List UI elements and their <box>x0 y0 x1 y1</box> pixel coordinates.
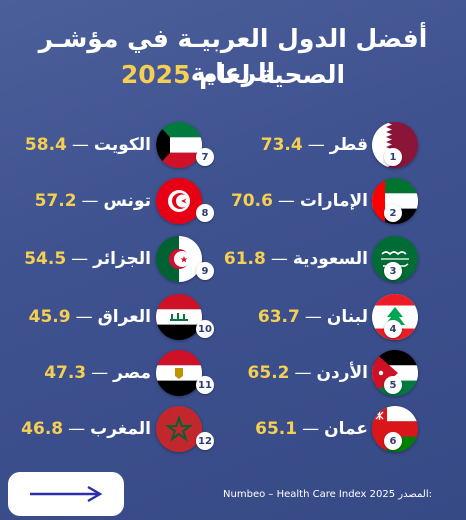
rank-badge: 2 <box>384 204 402 222</box>
source-text: Numbeo – Health Care Index 2025 <box>223 489 396 500</box>
saudi-flag-icon <box>372 236 418 282</box>
rank-badge: 1 <box>384 148 402 166</box>
score-value: 57.2 <box>34 191 77 211</box>
morocco-flag-icon <box>156 406 202 452</box>
separator-dash: — <box>294 363 312 383</box>
country-name: قطر <box>329 135 368 155</box>
score-value: 54.5 <box>24 249 67 269</box>
country-name: المغرب <box>90 419 151 439</box>
page-title: أفضل الدول العربيـة في مؤشـر الرعاية <box>38 24 428 87</box>
country-name: الكويت <box>93 135 151 155</box>
uae-flag-icon <box>372 178 418 224</box>
score-value: 45.9 <box>28 307 71 327</box>
rank-badge: 3 <box>384 262 402 280</box>
tunisia-flag-icon <box>156 178 202 224</box>
country-name: السعودية <box>292 249 368 269</box>
rank-badge: 7 <box>196 148 214 166</box>
country-name: الأردن <box>316 363 368 383</box>
jordan-flag-icon <box>372 350 418 396</box>
score-value: 70.6 <box>230 191 273 211</box>
separator-dash: — <box>307 135 325 155</box>
separator-dash: — <box>71 135 89 155</box>
score-value: 46.8 <box>21 419 64 439</box>
subtitle-text: الصحية لعام <box>199 60 346 89</box>
country-name: الجزائر <box>93 249 151 269</box>
separator-dash: — <box>304 307 322 327</box>
rank-badge: 12 <box>196 432 214 450</box>
rank-badge: 5 <box>384 376 402 394</box>
separator-dash: — <box>277 191 295 211</box>
list-item: 65.2 — الأردن <box>248 350 368 396</box>
next-button[interactable] <box>8 472 124 516</box>
list-item: 73.4 — قطر <box>261 122 368 168</box>
list-item: 57.2 — تونس <box>35 178 151 224</box>
rank-badge: 10 <box>196 320 214 338</box>
score-value: 73.4 <box>260 135 303 155</box>
list-item: 46.8 — المغرب <box>21 406 151 452</box>
source-note: Numbeo – Health Care Index 2025 المصدر: <box>223 489 432 500</box>
page-subtitle: الصحية لعام 2025 <box>0 58 466 92</box>
separator-dash: — <box>68 419 86 439</box>
score-value: 58.4 <box>24 135 67 155</box>
list-item: 61.8 — السعودية <box>224 236 368 282</box>
separator-dash: — <box>71 249 89 269</box>
score-value: 61.8 <box>223 249 266 269</box>
list-item: 63.7 — لبنان <box>258 294 368 340</box>
score-value: 65.1 <box>255 419 298 439</box>
country-name: مصر <box>113 363 151 383</box>
score-value: 47.3 <box>44 363 87 383</box>
separator-dash: — <box>81 191 99 211</box>
iraq-flag-icon <box>156 294 202 340</box>
separator-dash: — <box>270 249 288 269</box>
separator-dash: — <box>91 363 109 383</box>
list-item: 54.5 — الجزائر <box>24 236 151 282</box>
score-value: 63.7 <box>257 307 300 327</box>
list-item: 65.1 — عمان <box>255 406 368 452</box>
algeria-flag-icon <box>156 236 202 282</box>
list-item: 45.9 — العراق <box>29 294 151 340</box>
rank-badge: 4 <box>384 320 402 338</box>
country-name: لبنان <box>326 307 368 327</box>
rank-badge: 9 <box>196 262 214 280</box>
rank-badge: 8 <box>196 204 214 222</box>
separator-dash: — <box>75 307 93 327</box>
kuwait-flag-icon <box>156 122 202 168</box>
country-name: تونس <box>103 191 151 211</box>
rank-badge: 11 <box>196 376 214 394</box>
country-name: الإمارات <box>299 191 368 211</box>
country-name: عمان <box>324 419 368 439</box>
country-name: العراق <box>97 307 151 327</box>
list-item: 47.3 — مصر <box>44 350 151 396</box>
score-value: 65.2 <box>247 363 290 383</box>
source-label: المصدر: <box>398 489 432 500</box>
egypt-flag-icon <box>156 350 202 396</box>
subtitle-year: 2025 <box>120 60 191 89</box>
arrow-right-icon <box>30 485 103 503</box>
separator-dash: — <box>302 419 320 439</box>
rank-badge: 6 <box>384 432 402 450</box>
list-item: 70.6 — الإمارات <box>231 178 368 224</box>
list-item: 58.4 — الكويت <box>25 122 151 168</box>
